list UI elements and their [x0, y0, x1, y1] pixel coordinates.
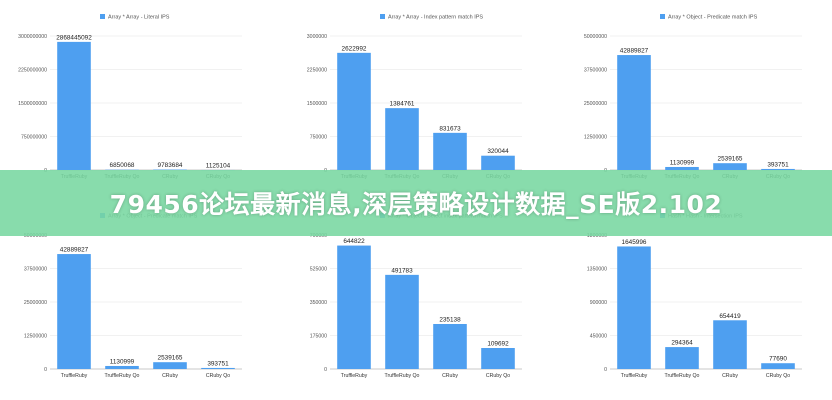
- data-label: 2539165: [158, 355, 183, 362]
- y-tick-label: 0: [44, 367, 47, 373]
- x-tick-label: CRuby: [162, 373, 178, 379]
- data-label: 491783: [391, 267, 413, 274]
- bar: [481, 348, 515, 369]
- data-label: 6850068: [110, 162, 135, 169]
- bar: [617, 246, 651, 369]
- chart-panel-1: Array * Array - Literal IPS0750000000150…: [4, 6, 268, 186]
- y-tick-label: 900000: [590, 300, 607, 306]
- bar: [337, 52, 371, 170]
- x-tick-label: TruffleRuby Qo: [385, 373, 420, 379]
- data-label: 1645996: [622, 239, 647, 246]
- bar: [57, 254, 91, 369]
- bar-chart-3: Array * Object - Predicate match IPS0125…: [584, 14, 802, 180]
- data-label: 2868445092: [56, 34, 92, 41]
- data-label: 77690: [769, 356, 787, 363]
- bar-chart-2: Array * Array - Index pattern match IPS0…: [307, 14, 522, 180]
- data-label: 393751: [207, 360, 229, 367]
- y-tick-label: 0: [324, 367, 327, 373]
- legend: Array * Array - Index pattern match IPS: [380, 14, 483, 21]
- data-label: 1384761: [390, 101, 415, 108]
- legend-swatch: [660, 14, 665, 19]
- legend-swatch: [100, 14, 105, 19]
- chart-panel-2: Array * Array - Index pattern match IPS0…: [284, 6, 548, 186]
- data-label: 1130999: [110, 358, 135, 365]
- bar: [433, 323, 467, 369]
- y-tick-label: 25000000: [584, 101, 607, 107]
- data-label: 320044: [487, 148, 509, 155]
- data-label: 644822: [343, 238, 365, 245]
- bar: [713, 163, 747, 170]
- x-tick-label: TruffleRuby: [341, 373, 368, 379]
- bar: [385, 274, 419, 369]
- chart-panel-3: Array * Object - Predicate match IPS0125…: [564, 6, 828, 186]
- y-tick-label: 37500000: [584, 67, 607, 73]
- bar: [713, 320, 747, 369]
- banner-text: 79456论坛最新消息,深层策略设计数据_SE版2.102: [109, 190, 723, 219]
- y-tick-label: 1500000: [307, 101, 327, 107]
- y-tick-label: 12500000: [24, 333, 47, 339]
- y-tick-label: 2250000000: [18, 67, 47, 73]
- data-label: 1130999: [670, 159, 695, 166]
- legend-label: Array * Object - Predicate match IPS: [668, 15, 758, 21]
- x-tick-label: TruffleRuby: [61, 373, 88, 379]
- y-tick-label: 175000: [310, 333, 327, 339]
- watermark-banner: 79456论坛最新消息,深层策略设计数据_SE版2.102: [0, 170, 832, 236]
- x-tick-label: CRuby Qo: [766, 373, 790, 379]
- y-tick-label: 1350000: [587, 266, 607, 272]
- data-label: 294364: [671, 340, 693, 347]
- data-label: 42889827: [620, 48, 649, 55]
- bar: [665, 166, 699, 170]
- bar-chart-1: Array * Array - Literal IPS0750000000150…: [18, 14, 242, 180]
- legend: Array * Array - Literal IPS: [100, 14, 170, 21]
- data-label: 2539165: [718, 156, 743, 163]
- x-tick-label: CRuby: [722, 373, 738, 379]
- data-label: 42889827: [60, 247, 89, 254]
- data-label: 9783684: [158, 162, 183, 169]
- data-label: 1125104: [206, 162, 231, 169]
- y-tick-label: 50000000: [584, 34, 607, 40]
- y-tick-label: 12500000: [584, 134, 607, 140]
- y-tick-label: 25000000: [24, 300, 47, 306]
- bar: [153, 362, 187, 369]
- legend-label: Array * Array - Index pattern match IPS: [388, 15, 483, 21]
- data-label: 235138: [439, 316, 461, 323]
- x-tick-label: TruffleRuby Qo: [105, 373, 140, 379]
- bar: [761, 363, 795, 369]
- y-tick-label: 0: [604, 367, 607, 373]
- y-tick-label: 3000000000: [18, 34, 47, 40]
- legend: Array * Object - Predicate match IPS: [660, 14, 758, 21]
- legend-swatch: [380, 14, 385, 19]
- bar: [617, 55, 651, 170]
- bar: [761, 168, 795, 170]
- y-tick-label: 1500000000: [18, 101, 47, 107]
- bar: [105, 365, 139, 369]
- y-tick-label: 750000: [310, 134, 327, 140]
- bar: [57, 41, 91, 171]
- y-tick-label: 37500000: [24, 266, 47, 272]
- y-tick-label: 750000000: [21, 134, 47, 140]
- legend-label: Array * Array - Literal IPS: [108, 15, 170, 21]
- x-tick-label: CRuby Qo: [486, 373, 510, 379]
- bar: [201, 367, 235, 369]
- data-label: 2622992: [342, 45, 367, 52]
- y-tick-label: 350000: [310, 300, 327, 306]
- bar: [337, 245, 371, 369]
- data-label: 654419: [719, 313, 741, 320]
- data-label: 831673: [439, 125, 461, 132]
- bar: [481, 155, 515, 170]
- bar: [385, 108, 419, 170]
- y-tick-label: 525000: [310, 266, 327, 272]
- x-tick-label: CRuby: [442, 373, 458, 379]
- x-tick-label: TruffleRuby: [621, 373, 648, 379]
- y-tick-label: 3000000: [307, 34, 327, 40]
- data-label: 393751: [767, 161, 789, 168]
- bar: [665, 347, 699, 369]
- bar: [433, 132, 467, 170]
- x-tick-label: TruffleRuby Qo: [665, 373, 700, 379]
- x-tick-label: CRuby Qo: [206, 373, 230, 379]
- y-tick-label: 450000: [590, 333, 607, 339]
- y-tick-label: 2250000: [307, 67, 327, 73]
- data-label: 109692: [487, 341, 509, 348]
